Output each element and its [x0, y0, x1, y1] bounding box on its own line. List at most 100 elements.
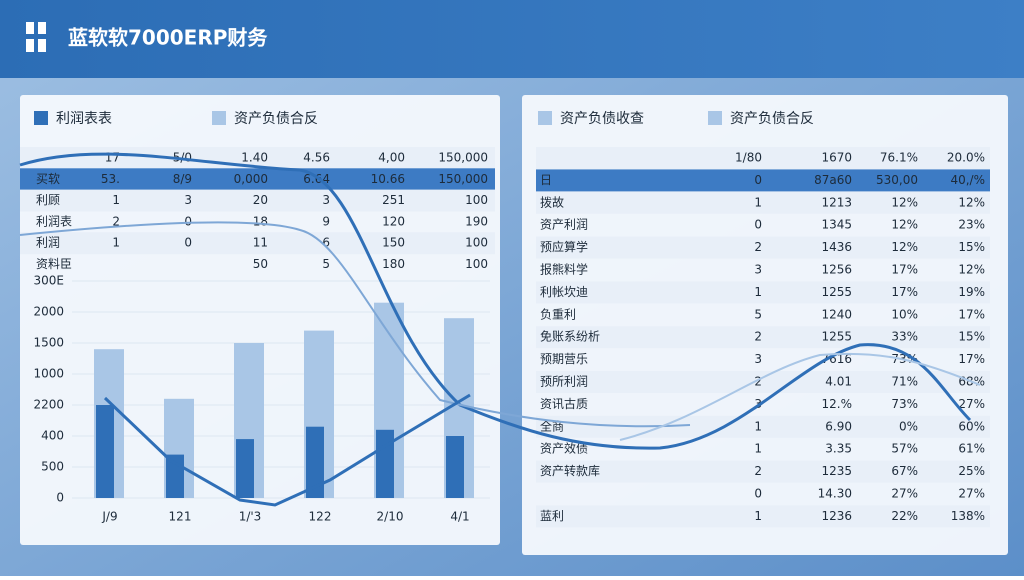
table-cell: 120	[382, 214, 405, 228]
table-cell: 10%	[891, 307, 918, 321]
table-cell: 27%	[958, 487, 985, 501]
table-cell: 12%	[891, 218, 918, 232]
table-cell: 8/9	[173, 172, 192, 186]
table-cell: 5	[322, 257, 330, 271]
table-cell: 6.90	[825, 419, 852, 433]
x-tick-label: 4/1	[450, 510, 469, 524]
table-cell: 18	[253, 214, 268, 228]
table-row-bg	[536, 415, 990, 438]
table-cell: 100	[465, 257, 488, 271]
table-cell: 14.30	[818, 487, 852, 501]
bar	[236, 439, 254, 498]
table-cell: 57%	[891, 442, 918, 456]
table-cell: 1240	[821, 307, 852, 321]
bar	[376, 429, 394, 498]
table-cell: 9	[322, 214, 330, 228]
table-cell: 25%	[958, 464, 985, 478]
table-cell: 2	[754, 330, 762, 344]
y-tick-label: 2000	[33, 305, 64, 319]
table-cell: 22%	[891, 509, 918, 523]
table-cell: 50	[253, 257, 268, 271]
table-cell: 日	[540, 173, 552, 187]
table-row-bg	[536, 505, 990, 528]
table-cell: 0	[754, 173, 762, 187]
table-row-bg	[536, 281, 990, 304]
table-row-bg	[20, 147, 495, 169]
table-cell: 3.35	[825, 442, 852, 456]
table-cell: 买软	[36, 172, 60, 186]
table-cell: 530,00	[876, 173, 918, 187]
table-cell: 1	[754, 442, 762, 456]
table-cell: 1345	[821, 218, 852, 232]
legend-swatch	[538, 111, 552, 125]
legend-swatch	[34, 111, 48, 125]
table-cell: 53.	[101, 172, 120, 186]
table-cell: 6	[322, 236, 330, 250]
table-cell: 73%	[891, 397, 918, 411]
bar	[306, 426, 324, 498]
y-tick-label: 1000	[33, 367, 64, 381]
table-cell: 0	[754, 218, 762, 232]
table-cell: 免账系纷析	[540, 329, 600, 344]
table-cell: 1/80	[735, 151, 762, 165]
table-row-bg	[536, 460, 990, 483]
table-cell: 23%	[958, 218, 985, 232]
table-cell: 0	[184, 236, 192, 250]
table-cell: 17%	[958, 352, 985, 366]
table-cell: 12%	[891, 240, 918, 254]
table-cell: 1436	[821, 240, 852, 254]
table-cell: 2	[112, 214, 120, 228]
legend-label: 资产负债合反	[730, 111, 814, 127]
table-cell: 67%	[891, 464, 918, 478]
x-tick-label: J/9	[101, 510, 117, 524]
table-highlight-row	[20, 168, 495, 191]
legend-label: 资产负债合反	[234, 111, 318, 127]
table-cell: 蓝利	[540, 509, 564, 523]
table-cell: 0%	[899, 419, 918, 433]
table-row-bg	[20, 232, 495, 255]
bar	[166, 454, 184, 498]
table-cell: 1	[754, 195, 762, 209]
table-cell: 190	[465, 214, 488, 228]
table-cell: 1	[754, 509, 762, 523]
table-cell: 150,000	[438, 151, 488, 165]
legend-swatch	[212, 111, 226, 125]
table-cell: 2	[754, 375, 762, 389]
table-row-bg	[536, 147, 990, 169]
table-cell: 资料臣	[36, 257, 72, 271]
table-cell: 利润表	[36, 214, 72, 228]
table-cell: 17%	[891, 263, 918, 277]
bar	[96, 405, 114, 498]
table-cell: 10.66	[371, 172, 405, 186]
table-cell: 2	[754, 240, 762, 254]
table-row-bg	[536, 191, 990, 214]
x-tick-label: 121	[169, 510, 192, 524]
table-cell: 利帐坎迪	[540, 284, 588, 299]
table-cell: 资产效债	[540, 441, 588, 456]
table-cell: 7616	[821, 352, 852, 366]
table-cell: 3	[322, 193, 330, 207]
table-cell: 4.01	[825, 375, 852, 389]
table-cell: 4.56	[303, 151, 330, 165]
app-title: 蓝软软7000ERP财务	[68, 26, 268, 50]
table-cell: 3	[754, 263, 762, 277]
x-tick-label: 1/'3	[239, 510, 262, 524]
table-cell: 12%	[958, 195, 985, 209]
table-cell: 15%	[958, 330, 985, 344]
table-cell: 1	[112, 193, 120, 207]
table-cell: 预所利润	[540, 375, 588, 389]
legend-swatch	[708, 111, 722, 125]
table-cell: 12%	[891, 195, 918, 209]
table-cell: 1	[112, 236, 120, 250]
x-tick-label: 122	[309, 510, 332, 524]
y-tick-label: 500	[41, 460, 64, 474]
table-cell: 1	[754, 419, 762, 433]
table-row-bg	[536, 236, 990, 259]
table-cell: 1255	[821, 330, 852, 344]
table-cell: 资产利润	[540, 218, 588, 232]
table-cell: 27%	[891, 487, 918, 501]
y-tick-label: 2200	[33, 398, 64, 412]
legend-label: 利润表表	[56, 111, 112, 127]
table-cell: 1670	[821, 151, 852, 165]
